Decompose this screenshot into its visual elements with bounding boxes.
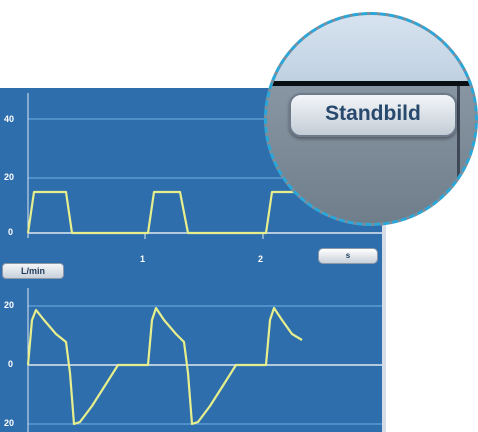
zoom-header-strip — [267, 15, 475, 81]
flow-waveform — [26, 306, 303, 426]
pressure-waveform — [26, 190, 300, 235]
lower-y-tick-label-bottom: 20 — [4, 418, 15, 428]
lower-y-tick-label-zero: 0 — [8, 359, 14, 369]
flow-unit-tab[interactable]: L/min — [2, 263, 64, 279]
x-tick-label-1: 1 — [140, 254, 146, 264]
magnified-zoom-circle: Standbild — [264, 12, 478, 226]
freeze-frame-button[interactable]: Standbild — [289, 93, 457, 137]
upper-y-tick-label-zero: 0 — [8, 227, 14, 237]
zoom-panel-separator — [457, 86, 460, 223]
x-tick-label-2: 2 — [258, 254, 264, 264]
lower-y-tick-label-top: 20 — [4, 300, 15, 310]
upper-y-tick-label-top: 40 — [4, 114, 15, 124]
zoom-divider-line — [267, 81, 475, 86]
scale-button[interactable]: s — [318, 248, 378, 264]
upper-y-tick-label-middle: 20 — [4, 172, 15, 182]
